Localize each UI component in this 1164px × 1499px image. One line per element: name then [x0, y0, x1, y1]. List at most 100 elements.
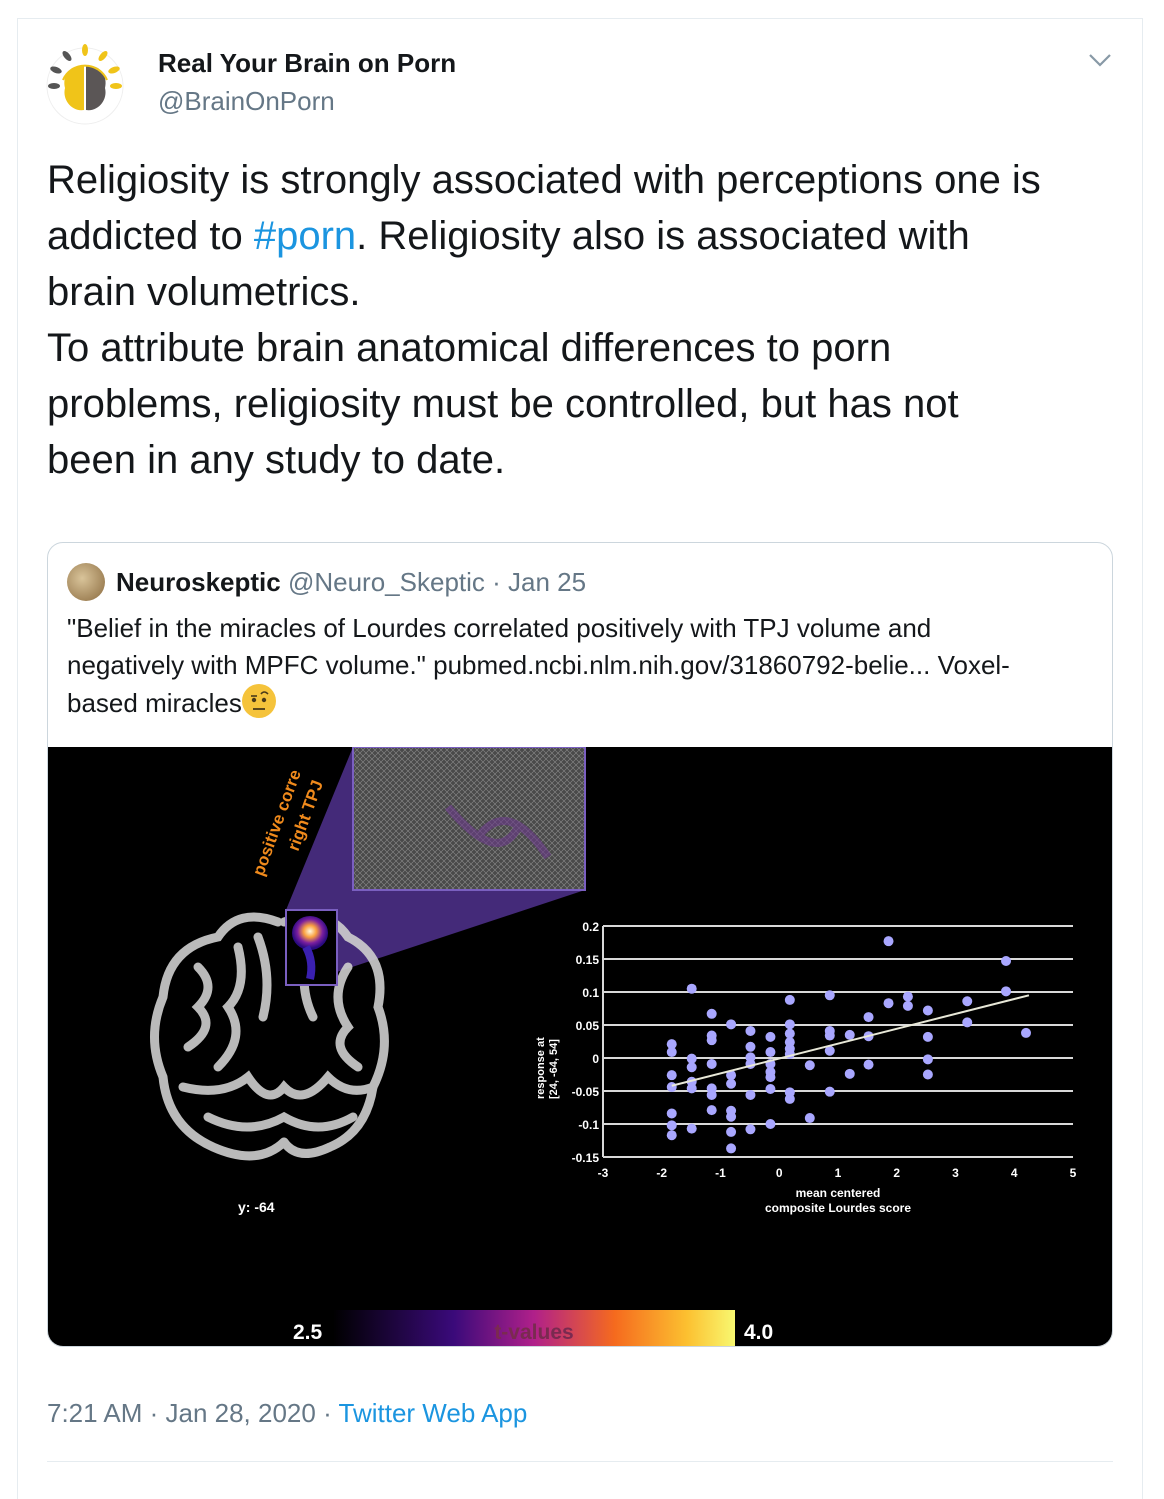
tweet-line: brain volumetrics. [47, 270, 361, 314]
author-handle[interactable]: @BrainOnPorn [158, 86, 335, 116]
x-tick-label: 3 [952, 1166, 959, 1180]
tweet-text: Religiosity is strongly associated with … [47, 152, 1137, 488]
data-point [784, 1019, 795, 1030]
data-point [765, 1119, 776, 1129]
y-tick-label: -0.15 [572, 1151, 600, 1165]
colorbar-min: 2.5 [293, 1321, 323, 1344]
data-point [962, 996, 973, 1007]
data-point [706, 1008, 717, 1019]
brain-figure: positive corre right TPJ y: -64 2.5 t-va… [150, 746, 1077, 1346]
tweet-text-segment: . Religiosity also is associated with [356, 214, 970, 258]
data-point [784, 1093, 795, 1104]
data-point [726, 1019, 737, 1030]
y-tick-label: 0.2 [582, 920, 599, 934]
x-tick-label: 0 [776, 1166, 783, 1180]
x-tick-label: -2 [656, 1166, 667, 1180]
quote-line: negatively with MPFC volume." pubmed.ncb… [67, 650, 1010, 680]
data-point [726, 1126, 737, 1137]
data-point [784, 994, 795, 1005]
data-point [1001, 955, 1012, 966]
data-point [844, 1029, 855, 1040]
data-point [765, 1031, 776, 1042]
slice-label: y: -64 [238, 1199, 275, 1215]
quote-line: "Belief in the miracles of Lourdes corre… [67, 613, 932, 643]
data-point [666, 1082, 677, 1093]
data-point [922, 1005, 933, 1016]
quote-author-avatar[interactable] [67, 563, 105, 601]
quote-date: · Jan 25 [492, 567, 587, 597]
x-tick-label: 2 [893, 1166, 900, 1180]
x-tick-label: 4 [1011, 1166, 1018, 1180]
quote-author-handle[interactable]: @Neuro_Skeptic [287, 567, 485, 597]
data-point [686, 1053, 697, 1064]
data-point [706, 1035, 717, 1046]
data-point [784, 1028, 795, 1039]
quote-author-name[interactable]: Neuroskeptic [116, 567, 281, 597]
data-point [706, 1058, 717, 1069]
data-point [922, 1069, 933, 1080]
surface-render-inset [352, 746, 586, 891]
tweet-footer: 7:21 AM · Jan 28, 2020 · Twitter Web App [47, 1398, 527, 1429]
data-point [745, 1025, 756, 1036]
data-point [824, 1045, 835, 1056]
y-tick-label: -0.05 [572, 1085, 600, 1099]
y-tick-label: 0.1 [582, 986, 599, 1000]
data-point [804, 1060, 815, 1071]
data-point [765, 1084, 776, 1095]
data-point [922, 1054, 933, 1065]
data-point [824, 990, 835, 1001]
data-point [726, 1111, 737, 1122]
data-point [804, 1113, 815, 1124]
data-point [686, 1062, 697, 1073]
quote-header: Neuroskeptic @Neuro_Skeptic · Jan 25 [116, 567, 586, 598]
data-point [666, 1070, 677, 1081]
chevron-down-icon[interactable] [1086, 48, 1114, 72]
tweet-card [17, 18, 1143, 1499]
x-tick-label: 5 [1070, 1166, 1077, 1180]
author-name[interactable]: Real Your Brain on Porn [158, 48, 457, 78]
tweet-line: been in any study to date. [47, 438, 506, 482]
tweet-timestamp[interactable]: 7:21 AM · Jan 28, 2020 [47, 1398, 316, 1428]
data-point [765, 1047, 776, 1058]
data-point [666, 1108, 677, 1119]
separator: · [315, 1398, 339, 1428]
hashtag-link[interactable]: #porn [253, 214, 357, 258]
trend-line [671, 994, 1030, 1087]
tweet-line: To attribute brain anatomical difference… [47, 326, 892, 370]
x-axis-label: composite Lourdes score [765, 1201, 911, 1215]
data-point [666, 1039, 677, 1050]
y-tick-label: 0.15 [576, 953, 600, 967]
y-axis-label: response at [535, 1037, 547, 1099]
x-tick-label: -3 [598, 1166, 609, 1180]
tweet-line: Religiosity is strongly associated with … [47, 158, 1041, 202]
tweet-text-segment: addicted to [47, 214, 254, 258]
author-avatar[interactable] [46, 40, 124, 128]
data-point [686, 983, 697, 994]
brain-slice [150, 912, 389, 1161]
quote-media-image[interactable]: positive corre right TPJ y: -64 2.5 t-va… [48, 746, 1112, 1346]
data-point [706, 1105, 717, 1116]
data-point [824, 1086, 835, 1097]
y-axis-label: [24, -64, 54] [548, 1039, 560, 1099]
data-point [745, 1124, 756, 1135]
data-point [726, 1070, 737, 1081]
data-point [666, 1047, 677, 1058]
quote-line: based miracles [67, 684, 1097, 722]
data-point [962, 1017, 973, 1028]
source-app-link[interactable]: Twitter Web App [338, 1398, 528, 1428]
data-point [745, 1089, 756, 1100]
data-point [902, 991, 913, 1002]
data-point [666, 1120, 677, 1131]
data-point [883, 936, 894, 947]
scatter-plot: 0.2 0.15 0.1 0.05 0 -0.05 -0.1 -0.15-3 -2 -1 0 1 2 3 4… [572, 920, 1077, 1180]
colorbar-max: 4.0 [744, 1321, 773, 1344]
divider [47, 1461, 1113, 1462]
data-point [824, 1030, 835, 1041]
data-point [902, 1000, 913, 1011]
data-point [922, 1031, 933, 1042]
data-point [1001, 986, 1012, 997]
quoted-tweet[interactable]: Neuroskeptic @Neuro_Skeptic · Jan 25 "Be… [47, 542, 1113, 1347]
data-point [844, 1068, 855, 1079]
data-point [1021, 1027, 1031, 1038]
tweet-line: addicted to #porn. Religiosity also is a… [47, 208, 1137, 264]
